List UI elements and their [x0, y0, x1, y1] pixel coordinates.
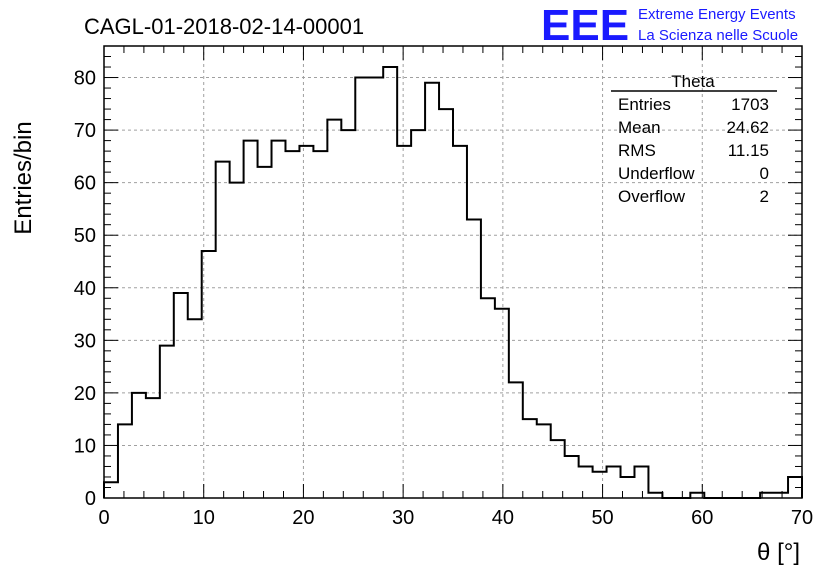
stats-label: Mean — [618, 118, 661, 137]
histogram-bin — [648, 493, 662, 498]
histogram-bin — [355, 78, 369, 498]
histogram-bin — [244, 141, 258, 498]
histogram-bin — [188, 319, 202, 498]
y-tick-label: 50 — [74, 225, 96, 247]
histogram — [103, 66, 803, 499]
logo-line-1: Extreme Energy Events — [638, 6, 796, 23]
histogram-bin — [565, 456, 579, 498]
histogram-bin — [481, 298, 495, 498]
y-tick-label: 40 — [74, 278, 96, 300]
histogram-bin — [411, 130, 425, 498]
x-axis-label: θ [°] — [757, 539, 800, 566]
stats-name: Theta — [671, 72, 715, 91]
stats-value: 11.15 — [728, 141, 769, 160]
stats-box: Theta Entries 1703 Mean 24.62 RMS 11.15 Underf… — [611, 72, 777, 206]
histogram-bin — [537, 424, 551, 498]
histogram-bin — [118, 424, 132, 498]
histogram-bin — [607, 466, 621, 498]
x-tick-label: 0 — [98, 507, 109, 529]
y-tick-label: 10 — [74, 435, 96, 457]
histogram-bin — [285, 151, 299, 498]
histogram-bin — [439, 109, 453, 498]
x-tick-label: 20 — [292, 507, 314, 529]
plot-frame — [103, 45, 803, 499]
histogram-bin — [369, 78, 383, 498]
histogram-bin — [216, 162, 230, 498]
histogram-bin — [313, 151, 327, 498]
stats-label: Underflow — [618, 164, 695, 183]
stats-label: Overflow — [618, 187, 686, 206]
x-tick-label: 40 — [492, 507, 514, 529]
histogram-bin — [634, 466, 648, 498]
histogram-bin — [202, 251, 216, 498]
x-tick-label: 60 — [691, 507, 713, 529]
histogram-bin — [272, 141, 286, 498]
y-tick-label: 80 — [74, 68, 96, 90]
stats-value: 0 — [760, 164, 769, 183]
stats-value: 2 — [760, 187, 769, 206]
histogram-bin — [523, 419, 537, 498]
logo-line-2: La Scienza nelle Scuole — [638, 27, 798, 44]
histogram-bin — [146, 398, 160, 498]
histogram-bin — [397, 146, 411, 498]
y-tick-label: 20 — [74, 383, 96, 405]
stats-label: Entries — [618, 95, 671, 114]
stats-value: 1703 — [731, 95, 769, 114]
x-tick-label: 70 — [791, 507, 813, 529]
y-tick-label: 0 — [85, 488, 96, 510]
x-tick-label: 30 — [392, 507, 414, 529]
histogram-bin — [299, 146, 313, 498]
stats-value: 24.62 — [726, 118, 769, 137]
histogram-bin — [174, 293, 188, 498]
histogram-bin — [341, 130, 355, 498]
histogram-bin — [230, 183, 244, 498]
y-axis-label: Entries/bin — [10, 121, 37, 234]
histogram-bin — [453, 146, 467, 498]
histogram-bin — [132, 393, 146, 498]
logo-mark: EEE — [541, 1, 629, 50]
histogram-bin — [425, 83, 439, 498]
histogram-bin — [774, 493, 788, 498]
x-tick-label: 10 — [193, 507, 215, 529]
stats-label: RMS — [618, 141, 656, 160]
chart-title: CAGL-01-2018-02-14-00001 — [84, 14, 364, 39]
stats-rows: Entries 1703 Mean 24.62 RMS 11.15 Underflow 0 Ov… — [618, 95, 769, 206]
histogram-bin — [160, 346, 174, 498]
axes — [103, 45, 803, 499]
histogram-bin — [327, 120, 341, 498]
histogram-bin — [383, 67, 397, 498]
x-tick-label: 50 — [591, 507, 613, 529]
histogram-bin — [104, 482, 118, 498]
y-tick-label: 30 — [74, 330, 96, 352]
histogram-bin — [551, 440, 565, 498]
y-tick-label: 70 — [74, 120, 96, 142]
histogram-bin — [579, 466, 593, 498]
y-tick-label: 60 — [74, 173, 96, 195]
histogram-bin — [593, 472, 607, 498]
histogram-bin — [495, 309, 509, 498]
eee-logo: EEE Extreme Energy Events La Scienza nel… — [541, 1, 798, 50]
histogram-bin — [258, 167, 272, 498]
histogram-bin — [509, 382, 523, 498]
histogram-bin — [467, 219, 481, 498]
